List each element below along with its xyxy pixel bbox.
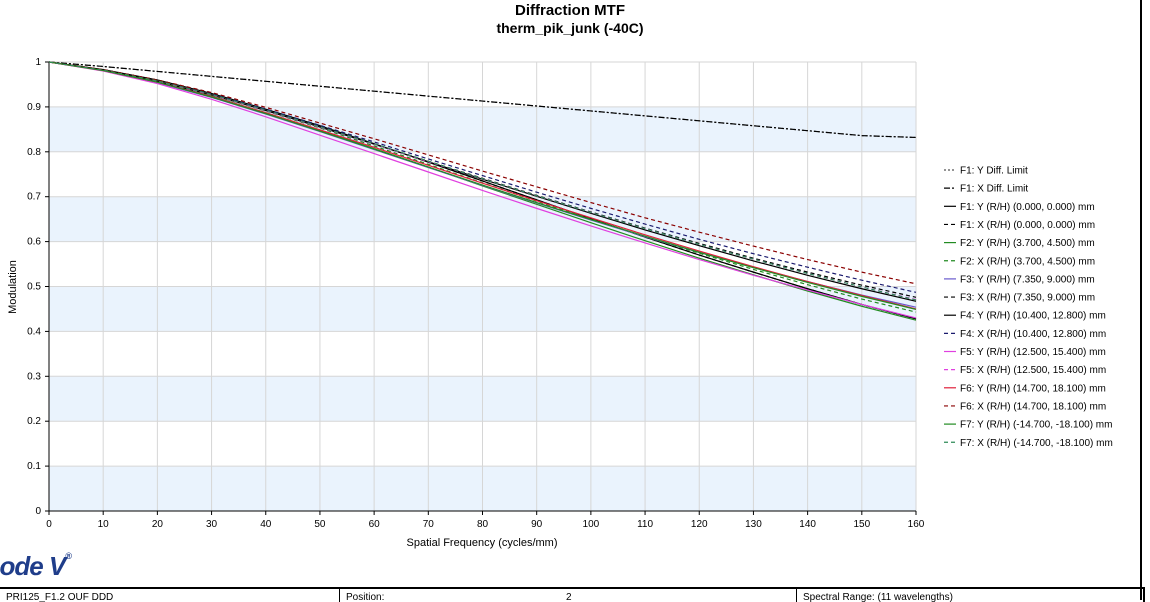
footer-file: PRI125_F1.2 OUF DDD (6, 592, 114, 602)
x-axis-label: Spatial Frequency (cycles/mm) (407, 537, 558, 549)
legend-label: F1: X Diff. Limit (960, 184, 1028, 195)
x-tick-label: 100 (583, 519, 600, 530)
legend-label: F3: Y (R/H) (7.350, 9.000) mm (960, 274, 1095, 285)
x-tick-label: 10 (98, 519, 110, 530)
x-tick-label: 110 (637, 519, 653, 530)
series-layer (48, 61, 917, 321)
legend-label: F1: X (R/H) (0.000, 0.000) mm (960, 220, 1095, 231)
series-line-2 (48, 61, 917, 139)
footer-position-value: 2 (566, 592, 572, 602)
y-tick-label: 1 (35, 57, 41, 68)
y-tick-label: 0.7 (27, 192, 41, 203)
x-tick-label: 140 (799, 519, 816, 530)
chart-subtitle: therm_pik_junk (-40C) (496, 20, 644, 36)
legend-label: F1: Y Diff. Limit (960, 166, 1028, 177)
x-tick-label: 20 (152, 519, 164, 530)
tick-labels: 0 10 20 30 40 50 60 70 80 90 100 110 120 130 140 150 160… (27, 57, 925, 530)
x-tick-label: 30 (206, 519, 218, 530)
y-tick-label: 0 (35, 506, 41, 517)
y-tick-label: 0.9 (27, 102, 41, 113)
y-tick-label: 0.5 (27, 282, 41, 293)
legend-label: F4: Y (R/H) (10.400, 12.800) mm (960, 311, 1106, 322)
series-line-16 (48, 61, 917, 301)
x-tick-label: 0 (46, 519, 52, 530)
logo-text: code V (0, 551, 66, 581)
codev-logo: code V® (0, 551, 72, 582)
y-tick-label: 0.4 (27, 326, 41, 337)
title-block: Diffraction MTF therm_pik_junk (-40C) (0, 2, 1140, 37)
footer-spectral-range: Spectral Range: (11 wavelengths) (803, 592, 953, 602)
y-tick-label: 0.8 (27, 147, 41, 158)
footer-position-label: Position: (346, 592, 385, 602)
x-tick-label: 60 (369, 519, 381, 530)
footer-file-cell: PRI125_F1.2 OUF DDD (0, 589, 340, 602)
legend-label: F1: Y (R/H) (0.000, 0.000) mm (960, 202, 1095, 213)
footer-position-cell: Position: 2 (340, 589, 797, 602)
page-right-border (1140, 0, 1142, 600)
legend-label: F5: Y (R/H) (12.500, 15.400) mm (960, 347, 1106, 358)
x-tick-label: 160 (908, 519, 925, 530)
x-tick-label: 80 (477, 519, 489, 530)
series-line-11 (48, 61, 917, 319)
y-tick-label: 0.1 (27, 461, 41, 472)
chart-title: Diffraction MTF (515, 2, 625, 19)
legend: F1: Y Diff. Limit F1: X Diff. Limit F1: Y … (944, 166, 1113, 449)
x-tick-label: 90 (531, 519, 543, 530)
x-tick-label: 130 (745, 519, 762, 530)
logo-registered-mark: ® (65, 551, 72, 561)
x-tick-label: 70 (423, 519, 435, 530)
series-line-15 (48, 61, 917, 310)
legend-label: F6: Y (R/H) (14.700, 18.100) mm (960, 383, 1106, 394)
y-tick-label: 0.6 (27, 237, 41, 248)
gridlines (48, 61, 917, 512)
x-tick-label: 150 (853, 519, 870, 530)
legend-label: F6: X (R/H) (14.700, 18.100) mm (960, 401, 1106, 412)
legend-label: F4: X (R/H) (10.400, 12.800) mm (960, 329, 1106, 340)
mtf-chart: 0 10 20 30 40 50 60 70 80 90 100 110 120 130 140 150 160… (7, 57, 1113, 549)
y-axis-label: Modulation (7, 260, 19, 314)
legend-label: F7: Y (R/H) (-14.700, -18.100) mm (960, 420, 1112, 431)
x-tick-label: 120 (691, 519, 708, 530)
x-tick-label: 40 (260, 519, 272, 530)
legend-label: F3: X (R/H) (7.350, 9.000) mm (960, 293, 1095, 304)
footer-spectral-cell: Spectral Range: (11 wavelengths) (797, 589, 1143, 602)
legend-label: F2: X (R/H) (3.700, 4.500) mm (960, 256, 1095, 267)
x-tick-label: 50 (314, 519, 326, 530)
footer-table: PRI125_F1.2 OUF DDD Position: 2 Spectral … (0, 587, 1145, 602)
y-tick-label: 0.3 (27, 371, 41, 382)
legend-label: F5: X (R/H) (12.500, 15.400) mm (960, 365, 1106, 376)
legend-label: F2: Y (R/H) (3.700, 4.500) mm (960, 238, 1095, 249)
y-tick-label: 0.2 (27, 416, 41, 427)
legend-label: F7: X (R/H) (-14.700, -18.100) mm (960, 438, 1113, 449)
